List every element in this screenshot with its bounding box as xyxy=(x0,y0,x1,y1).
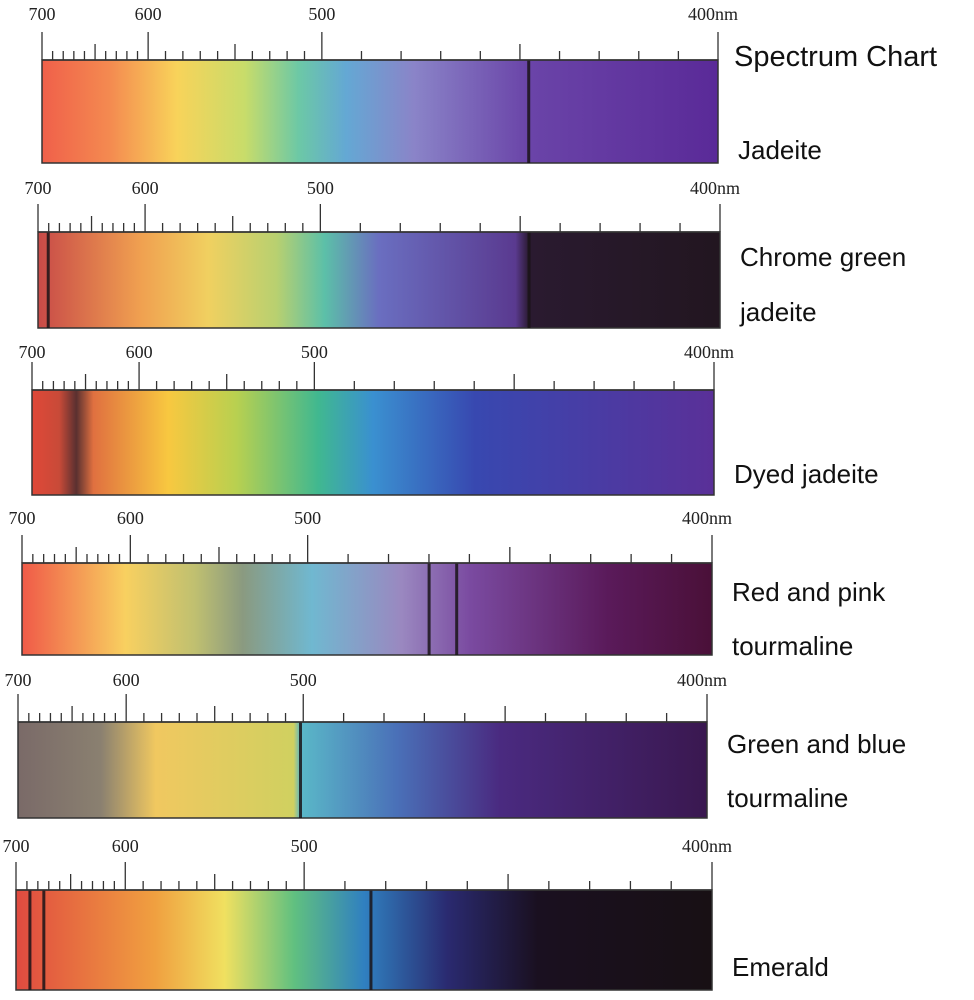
absorption-line xyxy=(28,890,32,990)
panel-name: tourmaline xyxy=(732,631,853,661)
scale-label: 400nm xyxy=(690,178,740,198)
panel-name: Jadeite xyxy=(738,135,822,165)
scale-label: 500 xyxy=(291,836,318,856)
absorption-line xyxy=(46,232,50,328)
scale-label: 600 xyxy=(112,836,139,856)
absorption-line xyxy=(527,232,531,328)
scale-label: 700 xyxy=(5,670,32,690)
spectrum-panel: 700 600 500 400nm Dyed jadeite xyxy=(19,342,879,496)
absorption-line xyxy=(369,890,373,990)
scale-label: 600 xyxy=(132,178,159,198)
spectrum-panel: 700 600 500 400nm Jadeite xyxy=(29,4,822,165)
absorption-line xyxy=(298,722,302,818)
spectrum-panel: 700 600 500 400nm Green and blue tourmaline xyxy=(5,670,906,819)
scale-label: 500 xyxy=(307,178,334,198)
scale-label: 700 xyxy=(29,4,56,24)
scale-label: 400nm xyxy=(677,670,727,690)
panel-name: tourmaline xyxy=(727,783,848,813)
panel-name: Green and blue xyxy=(727,729,906,759)
panel-name: Emerald xyxy=(732,952,829,982)
scale-label: 600 xyxy=(126,342,153,362)
absorption-line xyxy=(455,563,459,655)
scale-label: 400nm xyxy=(684,342,734,362)
spectrum-bar xyxy=(41,59,719,164)
scale-label: 600 xyxy=(135,4,162,24)
absorption-line xyxy=(427,563,431,655)
title: Spectrum Chart xyxy=(734,41,937,73)
scale-label: 700 xyxy=(25,178,52,198)
scale-label: 500 xyxy=(290,670,317,690)
scale-label: 600 xyxy=(117,508,144,528)
spectrum-panel: 700 600 500 400nm Emerald xyxy=(3,836,829,991)
spectrum-bar xyxy=(21,562,713,656)
scale-label: 700 xyxy=(9,508,36,528)
scale-label: 700 xyxy=(3,836,30,856)
scale-label: 400nm xyxy=(688,4,738,24)
spectrum-panel: 700 600 500 400nm Chrome green jadeite xyxy=(25,178,906,329)
scale-label: 500 xyxy=(308,4,335,24)
scale-label: 400nm xyxy=(682,508,732,528)
scale-label: 500 xyxy=(294,508,321,528)
spectrum-panel: 700 600 500 400nm Red and pink tourmaline xyxy=(9,508,887,661)
panel-name: jadeite xyxy=(739,297,817,327)
spectrum-bar xyxy=(17,721,708,819)
spectrum-bar xyxy=(15,889,713,991)
scale-label: 400nm xyxy=(682,836,732,856)
panel-name: Red and pink xyxy=(732,577,886,607)
spectrum-bar xyxy=(31,389,715,496)
scale-label: 500 xyxy=(301,342,328,362)
spectrum-bar xyxy=(37,231,721,329)
panel-name: Dyed jadeite xyxy=(734,459,879,489)
absorption-line xyxy=(42,890,46,990)
absorption-line xyxy=(527,60,531,163)
scale-label: 600 xyxy=(113,670,140,690)
scale-label: 700 xyxy=(19,342,46,362)
panel-name: Chrome green xyxy=(740,242,906,272)
